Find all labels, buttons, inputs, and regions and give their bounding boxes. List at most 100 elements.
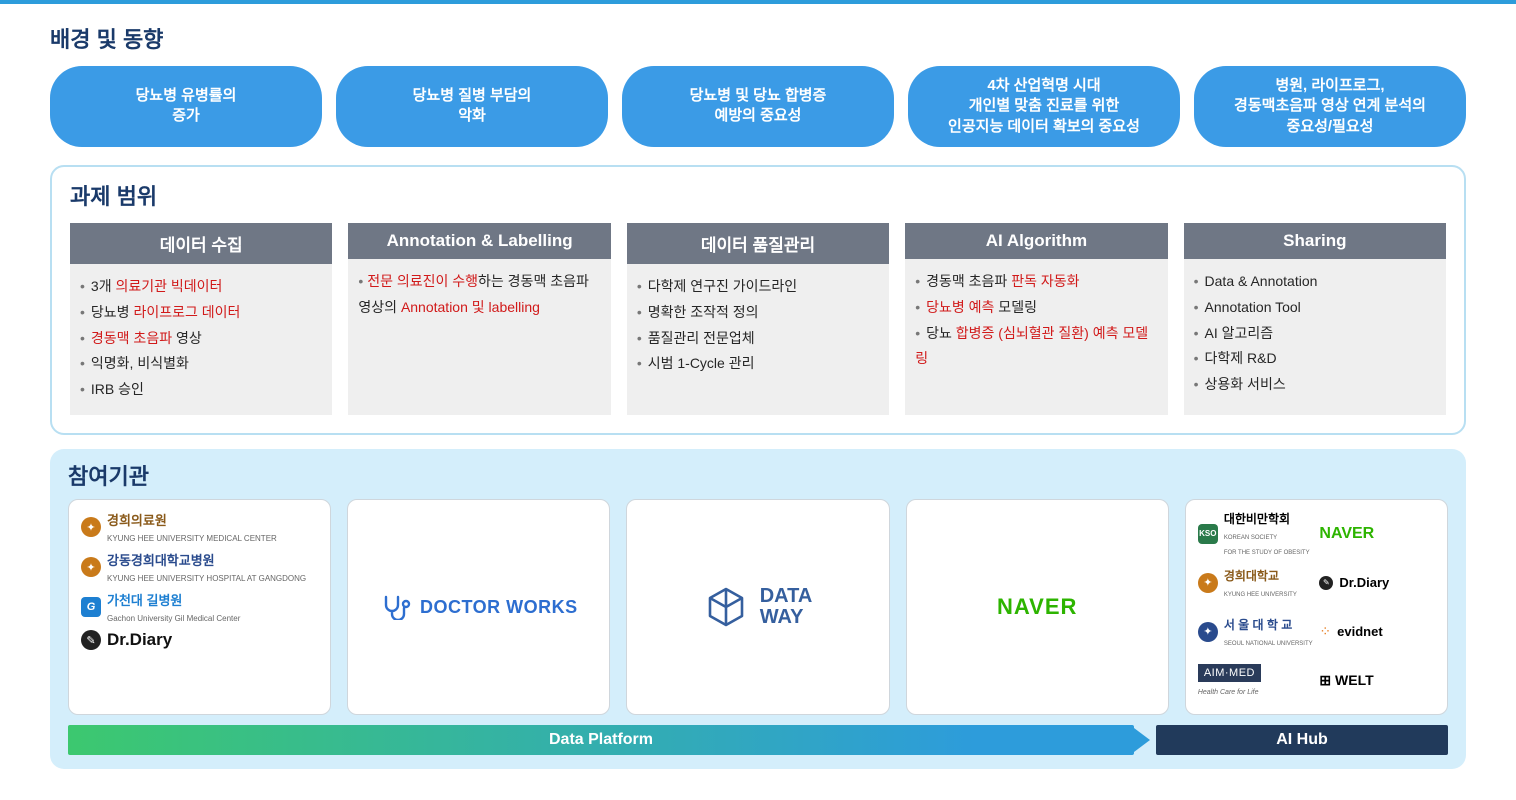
scope-item: • 전문 의료진이 수행하는 경동맥 초음파 영상의 Annotation 및 … (358, 269, 600, 321)
scope-col-body: 3개 의료기관 빅데이터당뇨병 라이프로그 데이터경동맥 초음파 영상익명화, … (70, 264, 332, 415)
scope-col-2: 데이터 품질관리다학제 연구진 가이드라인명확한 조작적 정의품질관리 전문업체… (627, 223, 889, 415)
footer-bar: Data Platform AI Hub (68, 725, 1448, 755)
gachon-icon: G (81, 597, 101, 617)
scope-item: 시범 1-Cycle 관리 (637, 351, 879, 377)
logo-sub: Gachon University Gil Medical Center (107, 614, 240, 623)
scope-item: Annotation Tool (1194, 295, 1436, 321)
page: 배경 및 동향 당뇨병 유병률의 증가당뇨병 질병 부담의 악화당뇨병 및 당뇨… (0, 4, 1516, 769)
logo-text: evidnet (1337, 624, 1383, 639)
logo-drdiary-small: ✎ Dr.Diary (1319, 575, 1389, 590)
scope-item: 품질관리 전문업체 (637, 326, 879, 352)
logo-aimmed: AIM·MED Health Care for Life (1198, 663, 1261, 699)
partner-row: ✦ 경희의료원 KYUNG HEE UNIVERSITY MEDICAL CEN… (68, 499, 1448, 715)
scope-box: 과제 범위 데이터 수집3개 의료기관 빅데이터당뇨병 라이프로그 데이터경동맥… (50, 165, 1466, 435)
cube-icon (704, 585, 748, 629)
footer-ai-hub: AI Hub (1156, 725, 1448, 755)
logo-gangdong: ✦ 강동경희대학교병원 KYUNG HEE UNIVERSITY HOSPITA… (81, 550, 306, 584)
scope-item: 명확한 조작적 정의 (637, 300, 879, 326)
trend-pill-4: 병원, 라이프로그, 경동맥초음파 영상 연계 분석의 중요성/필요성 (1194, 66, 1466, 147)
crest-icon: ✦ (81, 557, 101, 577)
logo-text: DOCTOR WORKS (420, 597, 578, 618)
logo-naver-small: NAVER (1319, 525, 1374, 543)
scope-col-head: 데이터 수집 (70, 223, 332, 264)
footer-label-left: Data Platform (68, 725, 1134, 755)
logo-kyunghee-medical: ✦ 경희의료원 KYUNG HEE UNIVERSITY MEDICAL CEN… (81, 510, 277, 544)
logo-sub: KYUNG HEE UNIVERSITY HOSPITAL AT GANGDON… (107, 574, 306, 583)
scope-item: 당뇨병 라이프로그 데이터 (80, 300, 322, 326)
logo-welt: ⊞ WELT (1319, 672, 1373, 689)
logo-text: WAY (760, 606, 804, 628)
trend-pill-1: 당뇨병 질병 부담의 악화 (336, 66, 608, 147)
scope-item: AI 알고리즘 (1194, 321, 1436, 347)
scope-col-body: Data & AnnotationAnnotation ToolAI 알고리즘다… (1184, 259, 1446, 410)
logo-text: 강동경희대학교병원 (107, 553, 215, 568)
logo-doctorworks: DOCTOR WORKS (380, 594, 578, 620)
section3-title: 참여기관 (68, 459, 1448, 491)
partner-card-consortium: KSO 대한비만학회 KOREAN SOCIETY FOR THE STUDY … (1185, 499, 1448, 715)
scope-item: 상용화 서비스 (1194, 372, 1436, 398)
scope-item: Data & Annotation (1194, 269, 1436, 295)
footer-data-platform: Data Platform (68, 725, 1134, 755)
partner-card-doctorworks: DOCTOR WORKS (347, 499, 610, 715)
scope-col-head: Annotation & Labelling (348, 223, 610, 259)
trend-pill-0: 당뇨병 유병률의 증가 (50, 66, 322, 147)
crest-icon: ✦ (81, 517, 101, 537)
pen-icon: ✎ (1319, 576, 1333, 590)
logo-text: Dr.Diary (107, 630, 172, 650)
scope-col-0: 데이터 수집3개 의료기관 빅데이터당뇨병 라이프로그 데이터경동맥 초음파 영… (70, 223, 332, 415)
scope-item: IRB 승인 (80, 377, 322, 403)
logo-drdiary: ✎ Dr.Diary (81, 630, 172, 650)
scope-col-body: 경동맥 초음파 판독 자동화당뇨병 예측 모델링당뇨 합병증 (심뇌혈관 질환)… (905, 259, 1167, 385)
logo-gachon: G 가천대 길병원 Gachon University Gil Medical … (81, 590, 240, 624)
logo-text: Dr.Diary (1339, 575, 1389, 590)
logo-text: 서 울 대 학 교 (1224, 618, 1293, 632)
logo-text: 대한비만학회 (1224, 512, 1290, 526)
logo-text: 경희의료원 (107, 513, 167, 528)
logo-snu: ✦ 서 울 대 학 교 SEOUL NATIONAL UNIVERSITY (1198, 616, 1313, 648)
footer-label-right: AI Hub (1156, 725, 1448, 755)
logo-text: 경희대학교 (1224, 569, 1279, 583)
scope-item: 경동맥 초음파 영상 (80, 326, 322, 352)
logo-sub: Health Care for Life (1198, 689, 1259, 696)
scope-col-head: Sharing (1184, 223, 1446, 259)
trend-pill-2: 당뇨병 및 당뇨 합병증 예방의 중요성 (622, 66, 894, 147)
logo-text: DATA (760, 585, 813, 607)
seal-icon: ✦ (1198, 622, 1218, 642)
logo-text: AIM·MED (1198, 664, 1261, 682)
logo-sub: KYUNG HEE UNIVERSITY MEDICAL CENTER (107, 534, 277, 543)
scope-item: 당뇨 합병증 (심뇌혈관 질환) 예측 모델링 (915, 321, 1157, 373)
logo-kyunghee-univ: ✦ 경희대학교 KYUNG HEE UNIVERSITY (1198, 567, 1297, 599)
logo-sub: SEOUL NATIONAL UNIVERSITY (1224, 641, 1313, 647)
scope-item: 다학제 연구진 가이드라인 (637, 274, 879, 300)
logo-sub: KYUNG HEE UNIVERSITY (1224, 592, 1297, 598)
scope-item: 3개 의료기관 빅데이터 (80, 274, 322, 300)
logo-sub: KOREAN SOCIETY FOR THE STUDY OF OBESITY (1224, 535, 1310, 556)
scope-col-head: AI Algorithm (905, 223, 1167, 259)
section2-title: 과제 범위 (70, 179, 1446, 211)
scope-item: 익명화, 비식별화 (80, 351, 322, 377)
logo-naver: NAVER (997, 594, 1077, 620)
partner-card-hospitals: ✦ 경희의료원 KYUNG HEE UNIVERSITY MEDICAL CEN… (68, 499, 331, 715)
scope-item: 당뇨병 예측 모델링 (915, 295, 1157, 321)
logo-text: 가천대 길병원 (107, 593, 182, 608)
partner-card-dataway: DATA WAY (626, 499, 889, 715)
pen-icon: ✎ (81, 630, 101, 650)
partner-card-naver: NAVER (906, 499, 1169, 715)
dots-icon: ⁘ (1319, 623, 1331, 640)
scope-item: 경동맥 초음파 판독 자동화 (915, 269, 1157, 295)
partner-section: 참여기관 ✦ 경희의료원 KYUNG HEE UNIVERSITY MEDICA… (50, 449, 1466, 769)
logo-obesity-society: KSO 대한비만학회 KOREAN SOCIETY FOR THE STUDY … (1198, 510, 1310, 557)
scope-col-body: 다학제 연구진 가이드라인명확한 조작적 정의품질관리 전문업체시범 1-Cyc… (627, 264, 889, 390)
section1-title: 배경 및 동향 (50, 22, 1466, 54)
scope-col-1: Annotation & Labelling • 전문 의료진이 수행하는 경동맥… (348, 223, 610, 415)
scope-col-4: SharingData & AnnotationAnnotation ToolA… (1184, 223, 1446, 415)
scope-grid: 데이터 수집3개 의료기관 빅데이터당뇨병 라이프로그 데이터경동맥 초음파 영… (70, 223, 1446, 415)
scope-col-head: 데이터 품질관리 (627, 223, 889, 264)
trend-pill-3: 4차 산업혁명 시대 개인별 맞춤 진료를 위한 인공지능 데이터 확보의 중요… (908, 66, 1180, 147)
scope-col-3: AI Algorithm경동맥 초음파 판독 자동화당뇨병 예측 모델링당뇨 합… (905, 223, 1167, 415)
kso-icon: KSO (1198, 524, 1218, 544)
stethoscope-icon (380, 594, 414, 620)
scope-col-body: • 전문 의료진이 수행하는 경동맥 초음파 영상의 Annotation 및 … (348, 259, 610, 333)
crest-icon: ✦ (1198, 573, 1218, 593)
logo-dataway: DATA WAY (704, 585, 813, 629)
